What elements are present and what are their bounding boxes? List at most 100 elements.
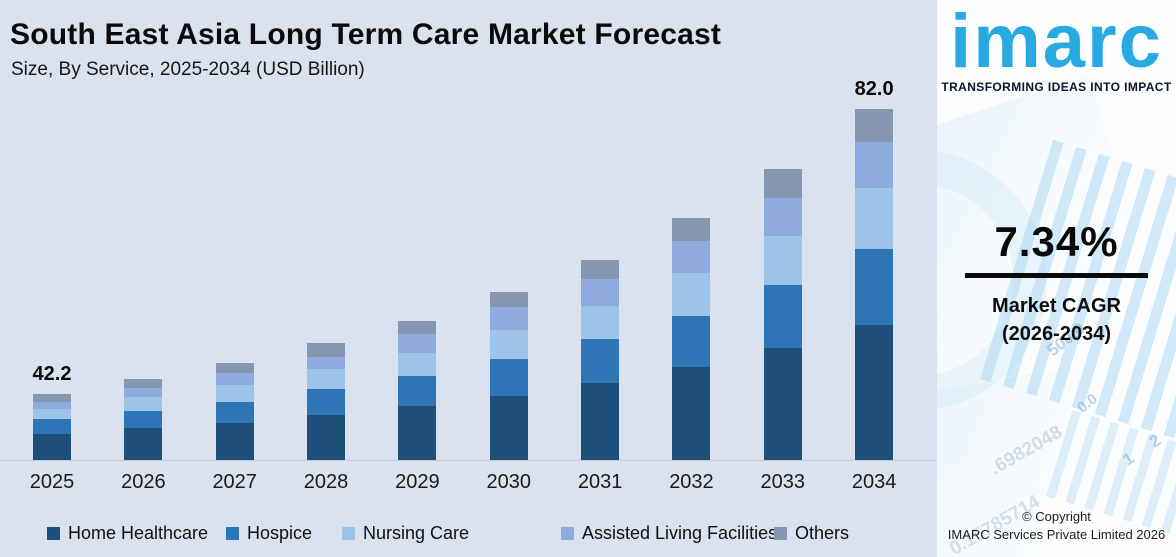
bar-segment — [763, 198, 802, 236]
bar-segment — [855, 109, 894, 142]
chart-section: South East Asia Long Term Care Market Fo… — [0, 18, 937, 549]
bar-segment — [489, 359, 528, 396]
x-axis-label-2032: 2032 — [669, 471, 714, 493]
bar-segment — [215, 373, 254, 385]
legend-label: Nursing Care — [363, 523, 470, 543]
bar-segment — [124, 379, 163, 388]
cagr-label-line2: (2026-2034) — [1002, 323, 1111, 345]
copyright-line2: IMARC Services Private Limited 2026 — [947, 527, 1166, 542]
bar-segment — [124, 388, 163, 397]
imarc-logo: imarc TRANSFORMING IDEAS INTO IMPACT — [937, 0, 1176, 94]
legend-label: Hospice — [247, 523, 313, 543]
bar-segment — [307, 357, 346, 369]
bar-segment — [33, 434, 71, 460]
bar-segment — [855, 188, 894, 249]
imarc-logo-text: imarc — [950, 0, 1163, 84]
legend-item-nursing-care: Nursing Care — [342, 523, 469, 544]
bar-2030 — [489, 292, 528, 460]
bar-segment — [398, 406, 437, 460]
bar-segment — [855, 325, 894, 460]
bar-segment — [124, 428, 163, 460]
bar-2032 — [672, 218, 711, 460]
bar-segment — [33, 402, 71, 409]
bar-segment — [489, 307, 528, 330]
legend: Home Healthcare Hospice Nursing Care Assist… — [0, 523, 937, 549]
bar-segment — [33, 394, 71, 402]
cagr-underline — [965, 273, 1148, 278]
bar-2029 — [398, 321, 437, 460]
bar-segment — [215, 423, 254, 460]
bar-2031 — [581, 260, 620, 460]
bar-segment — [307, 415, 346, 460]
cagr-block: 7.34% Market CAGR (2026-2034) — [937, 218, 1176, 348]
bar-segment — [33, 419, 71, 434]
bar-segment — [489, 330, 528, 359]
bar-2033 — [763, 169, 802, 460]
bar-segment — [215, 363, 254, 373]
imarc-tagline: TRANSFORMING IDEAS INTO IMPACT — [941, 80, 1172, 94]
bar-segment — [763, 169, 802, 198]
bar-segment — [307, 369, 346, 389]
bar-segment — [581, 279, 620, 306]
bar-segment — [124, 397, 163, 411]
bar-segment — [672, 218, 711, 241]
x-axis-label-2030: 2030 — [486, 471, 532, 493]
legend-item-home-healthcare: Home Healthcare — [47, 523, 208, 544]
value-label-2034: 82.0 — [854, 78, 894, 100]
copyright: © Copyright IMARC Services Private Limit… — [937, 508, 1176, 544]
legend-label: Assisted Living Facilities — [582, 523, 778, 543]
legend-swatch — [47, 527, 60, 540]
bar-segment — [489, 292, 528, 307]
legend-label: Home Healthcare — [68, 523, 209, 543]
x-axis-label-2031: 2031 — [577, 471, 623, 493]
bar-segment — [672, 273, 711, 316]
x-axis-label-2025: 2025 — [29, 471, 75, 493]
page-subtitle: Size, By Service, 2025-2034 (USD Billion… — [11, 59, 365, 80]
x-axis-label-2028: 2028 — [303, 471, 349, 493]
bar-segment — [763, 285, 802, 348]
bar-segment — [672, 367, 711, 460]
bar-segment — [398, 376, 437, 406]
bar-segment — [489, 396, 528, 460]
bar-segment — [763, 348, 802, 460]
bar-segment — [398, 321, 437, 334]
bar-segment — [855, 142, 894, 188]
bar-segment — [581, 339, 620, 383]
x-axis-label-2027: 2027 — [212, 471, 257, 493]
bar-segment — [215, 402, 254, 423]
bar-segment — [307, 343, 346, 357]
plot-area: 42.2 2025 2026 2027 2028 2029 2030 2031 2032 2033… — [0, 78, 937, 493]
bar-2028 — [307, 343, 346, 460]
bar-segment — [398, 353, 437, 376]
legend-item-others: Others — [774, 523, 849, 544]
copyright-line1: © Copyright — [1022, 509, 1091, 524]
bar-2034 — [855, 109, 894, 460]
bar-2025 — [33, 394, 71, 460]
bar-segment — [763, 236, 802, 285]
legend-item-assisted-living-facilities: Assisted Living Facilities — [561, 523, 777, 544]
x-axis-label-2033: 2033 — [760, 471, 806, 493]
legend-swatch — [226, 527, 239, 540]
page-title: South East Asia Long Term Care Market Fo… — [10, 18, 722, 51]
bar-segment — [398, 334, 437, 353]
legend-label: Others — [795, 523, 850, 543]
bar-segment — [672, 316, 711, 367]
cagr-label-line1: Market CAGR — [992, 295, 1121, 317]
legend-swatch — [774, 527, 787, 540]
x-axis-label-2034: 2034 — [851, 471, 897, 493]
legend-item-hospice: Hospice — [226, 523, 312, 544]
value-label-2025: 42.2 — [32, 363, 72, 385]
bar-segment — [672, 241, 711, 273]
x-axis-label-2029: 2029 — [395, 471, 440, 493]
legend-swatch — [561, 527, 574, 540]
bar-segment — [124, 411, 163, 428]
bar-segment — [855, 249, 894, 325]
bar-segment — [581, 383, 620, 460]
brand-panel: 500.0 0.0 1 2 3 4 .6982048 0.15785714 im… — [937, 0, 1176, 557]
bar-segment — [215, 385, 254, 402]
cagr-value: 7.34% — [994, 218, 1119, 265]
bar-segment — [581, 260, 620, 279]
bar-segment — [581, 306, 620, 339]
x-axis-label-2026: 2026 — [121, 471, 166, 493]
